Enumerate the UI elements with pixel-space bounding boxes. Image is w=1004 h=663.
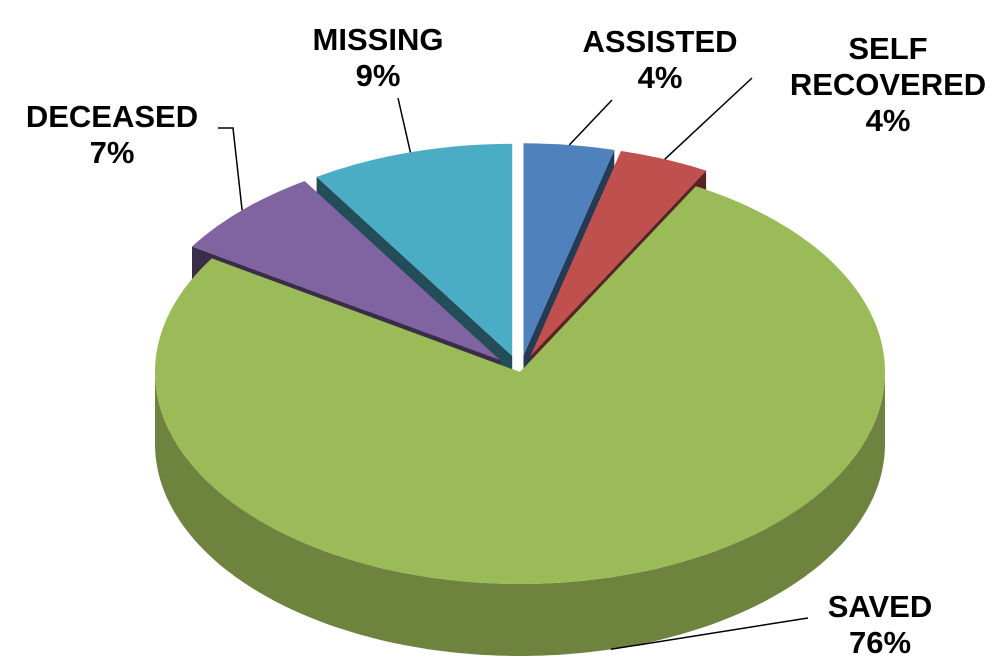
leader-line [610,617,809,651]
slice-label: ASSISTED 4% [530,24,790,96]
slice [155,186,885,584]
leader-line [568,99,613,146]
leader-line [397,97,412,153]
category-label: DECEASED [25,99,199,134]
value-label: 4% [865,103,911,138]
value-label: 9% [355,58,401,93]
slice [192,181,501,361]
value-label: 4% [637,60,683,95]
slice [316,143,513,356]
category-label: MISSING [312,22,444,57]
slice-label: SAVED 76% [750,589,1004,661]
slice [523,143,615,356]
category-label: ASSISTED [582,24,738,59]
value-label: 7% [89,135,135,170]
slice-label: SELF RECOVERED 4% [773,31,1003,139]
leader-line [664,77,753,160]
category-label: SELF RECOVERED [789,31,987,102]
leader-line [218,127,243,211]
value-label: 76% [848,625,912,660]
slice [530,151,707,357]
slice-label: MISSING 9% [248,22,508,94]
category-label: SAVED [827,589,933,624]
slice-side [155,372,885,656]
slice-label: DECEASED 7% [0,99,242,171]
